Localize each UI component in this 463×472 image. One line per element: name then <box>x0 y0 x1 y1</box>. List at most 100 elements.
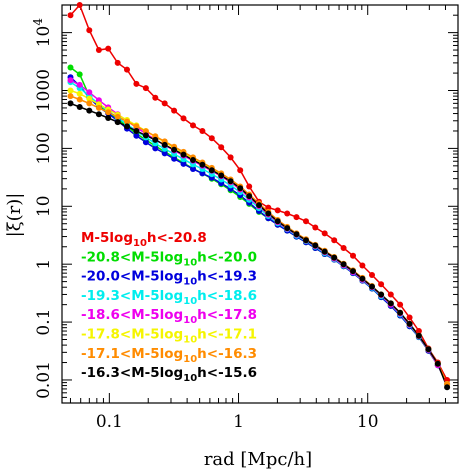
y-tick-label: 0.01 <box>34 361 54 399</box>
data-point <box>76 81 83 88</box>
data-point <box>67 87 74 94</box>
data-point <box>76 2 83 8</box>
data-point <box>208 135 215 142</box>
data-point <box>406 314 413 321</box>
data-point <box>274 207 281 214</box>
data-point <box>133 123 140 130</box>
data-point <box>105 115 112 121</box>
data-point <box>274 218 281 225</box>
data-point <box>237 167 244 174</box>
y-tick-label: 0.1 <box>34 309 54 336</box>
data-point <box>378 281 385 288</box>
data-point <box>331 254 338 261</box>
data-point <box>340 261 347 268</box>
data-point <box>86 95 93 102</box>
data-point <box>387 291 394 298</box>
x-tick-label: 10 <box>357 412 379 432</box>
legend-subscript: 10 <box>183 257 197 268</box>
data-point <box>76 71 83 78</box>
data-point <box>397 309 404 316</box>
plot-frame <box>61 4 459 404</box>
data-point <box>199 128 206 134</box>
data-point <box>114 59 121 66</box>
data-point <box>303 218 309 225</box>
data-point <box>444 384 451 391</box>
legend-entry: M-5log10h<-20.8 <box>81 230 207 249</box>
x-tick-label: 0.1 <box>96 412 123 432</box>
data-point <box>152 136 159 143</box>
data-point <box>208 167 215 174</box>
legend-subscript: 10 <box>133 238 147 249</box>
y-tick-label: 1000 <box>34 69 54 112</box>
legend-text-part: -17.1<M-5log <box>81 346 183 362</box>
data-point <box>180 151 187 158</box>
data-point <box>161 141 168 148</box>
series-line <box>69 3 448 381</box>
data-point <box>124 123 130 130</box>
data-point <box>359 275 366 282</box>
data-point <box>67 77 74 84</box>
data-point <box>397 301 404 308</box>
legend-text-part: h<-17.1 <box>197 327 257 343</box>
data-point <box>171 146 178 153</box>
legend-text-part: h<-20.0 <box>197 249 257 265</box>
legend-subscript: 10 <box>183 354 197 365</box>
legend-subscript: 10 <box>183 315 197 326</box>
data-point <box>321 248 328 255</box>
legend-subscript: 10 <box>183 277 197 288</box>
data-point <box>67 93 74 100</box>
data-point <box>86 89 93 96</box>
data-point <box>114 113 121 120</box>
legend-text-part: -20.8<M-5log <box>81 249 183 265</box>
data-point <box>67 64 74 71</box>
data-point <box>284 210 291 217</box>
data-point <box>86 100 93 107</box>
legend: M-5log10h<-20.8-20.8<M-5log10h<-20.0-20.… <box>81 230 257 384</box>
data-point <box>161 150 168 157</box>
data-point <box>114 119 121 126</box>
legend-text-part: -17.8<M-5log <box>81 327 183 343</box>
data-point <box>227 178 234 185</box>
data-point <box>265 204 272 211</box>
data-point <box>124 66 130 73</box>
data-point <box>340 245 347 251</box>
legend-text-part: -18.6<M-5log <box>81 307 183 323</box>
data-point <box>180 160 187 167</box>
legend-entry: -19.3<M-5log10h<-18.6 <box>81 288 257 307</box>
legend-entry: -16.3<M-5log10h<-15.6 <box>81 365 257 384</box>
legend-subscript: 10 <box>183 373 197 384</box>
data-point <box>265 210 272 217</box>
data-point <box>425 346 432 353</box>
data-point <box>369 272 375 278</box>
data-point <box>133 128 140 134</box>
data-point <box>95 111 102 118</box>
data-point <box>152 145 159 152</box>
y-tick-label: 104 <box>31 18 54 48</box>
data-point <box>434 360 441 367</box>
data-point <box>350 252 356 259</box>
data-point <box>76 104 83 110</box>
data-point <box>124 118 130 125</box>
data-point <box>378 291 385 298</box>
data-point <box>86 107 93 114</box>
x-axis-label: rad [Mpc/h] <box>204 449 312 470</box>
data-point <box>133 132 140 139</box>
legend-text-part: h<-17.8 <box>197 307 257 323</box>
legend-entry: -20.8<M-5log10h<-20.0 <box>81 249 257 268</box>
legend-text-part: -16.3<M-5log <box>81 365 183 381</box>
data-point <box>161 100 168 107</box>
data-point <box>180 115 187 122</box>
legend-entry: -20.0<M-5log10h<-19.3 <box>81 269 257 288</box>
data-point <box>76 96 83 103</box>
data-point <box>415 328 422 334</box>
data-point <box>369 283 375 290</box>
data-point <box>415 332 422 339</box>
data-point <box>105 45 112 52</box>
y-axis-label: |ξ(r)| <box>4 193 25 238</box>
data-point <box>312 224 319 231</box>
data-point <box>76 90 83 97</box>
data-point <box>142 85 149 92</box>
series-points <box>67 2 451 391</box>
